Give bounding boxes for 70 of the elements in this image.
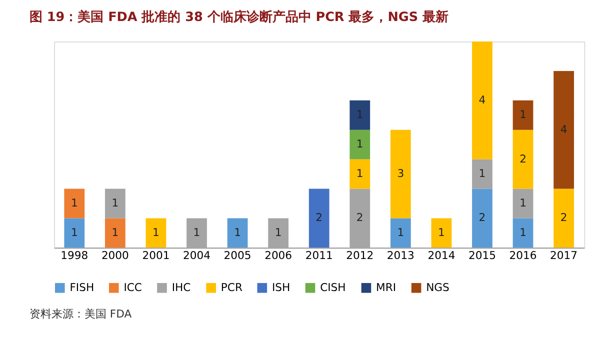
bar [390,130,411,218]
chart-title: 图 19：美国 FDA 批准的 38 个临床诊断产品中 PCR 最多，NGS 最新 [29,8,448,25]
data-label: 1 [520,108,526,122]
data-label: 1 [356,166,364,180]
data-label: 4 [478,93,486,106]
bar [390,218,411,248]
data-label: 2 [520,152,526,166]
x-tick-label: 2017 [550,248,578,262]
data-label: 1 [112,226,119,239]
legend-label: ISH [272,280,290,294]
bar [146,218,166,248]
bar [431,218,452,248]
data-label: 1 [520,196,526,210]
data-label: 1 [356,138,364,151]
legend-label: CISH [320,280,346,294]
x-tick-label: 2001 [142,248,170,262]
bar [104,218,126,248]
data-label: 1 [70,226,78,239]
bar [554,70,574,189]
x-tick-label: 2000 [101,248,130,262]
text: 资料来源：美国 FDA [29,307,132,320]
bar [512,188,534,218]
legend-label: IHC [172,280,191,294]
bar [472,159,492,189]
data-label: 1 [193,226,200,239]
x-tick-label: 2004 [183,248,211,262]
data-label: 1 [520,226,526,239]
bar [64,188,85,218]
bar [512,130,534,189]
bar [554,188,574,248]
x-tick-label: 2011 [305,248,333,262]
bar [350,100,370,130]
data-label: 1 [274,226,282,239]
data-label: 1 [70,196,78,210]
bar [350,130,370,160]
data-label: 4 [560,122,568,136]
bar [512,218,534,248]
x-tick-label: 1998 [60,248,88,262]
bar [472,188,492,248]
x-tick-label: 2006 [264,248,292,262]
data-label: 1 [356,108,364,122]
data-label: 2 [478,211,486,224]
bar [512,100,534,130]
bar [64,218,85,248]
data-label: 1 [438,226,445,239]
bar [472,41,492,160]
legend-label: MRI [376,280,396,294]
data-label: 1 [112,196,119,210]
x-tick-label: 2015 [468,248,496,262]
legend-label: ICC [124,280,142,294]
data-label: 2 [560,211,568,224]
data-label: 3 [397,166,404,180]
data-label: 1 [234,226,241,239]
data-label: 1 [152,226,160,239]
data-label: 2 [356,211,364,224]
x-tick-label: 2012 [346,248,374,262]
legend-label: PCR [220,280,243,294]
legend-label: NGS [426,280,450,294]
bar [104,188,126,218]
x-tick-label: 2014 [428,248,456,262]
data-label: 2 [316,211,323,224]
x-tick-label: 2013 [386,248,414,262]
bar [350,159,370,189]
bar [227,218,248,248]
data-label: 1 [397,226,404,239]
bar [308,188,330,248]
x-tick-label: 2016 [509,248,537,262]
data-label: 1 [478,166,486,180]
x-tick-label: 2005 [224,248,252,262]
legend-label: FISH [70,280,94,294]
